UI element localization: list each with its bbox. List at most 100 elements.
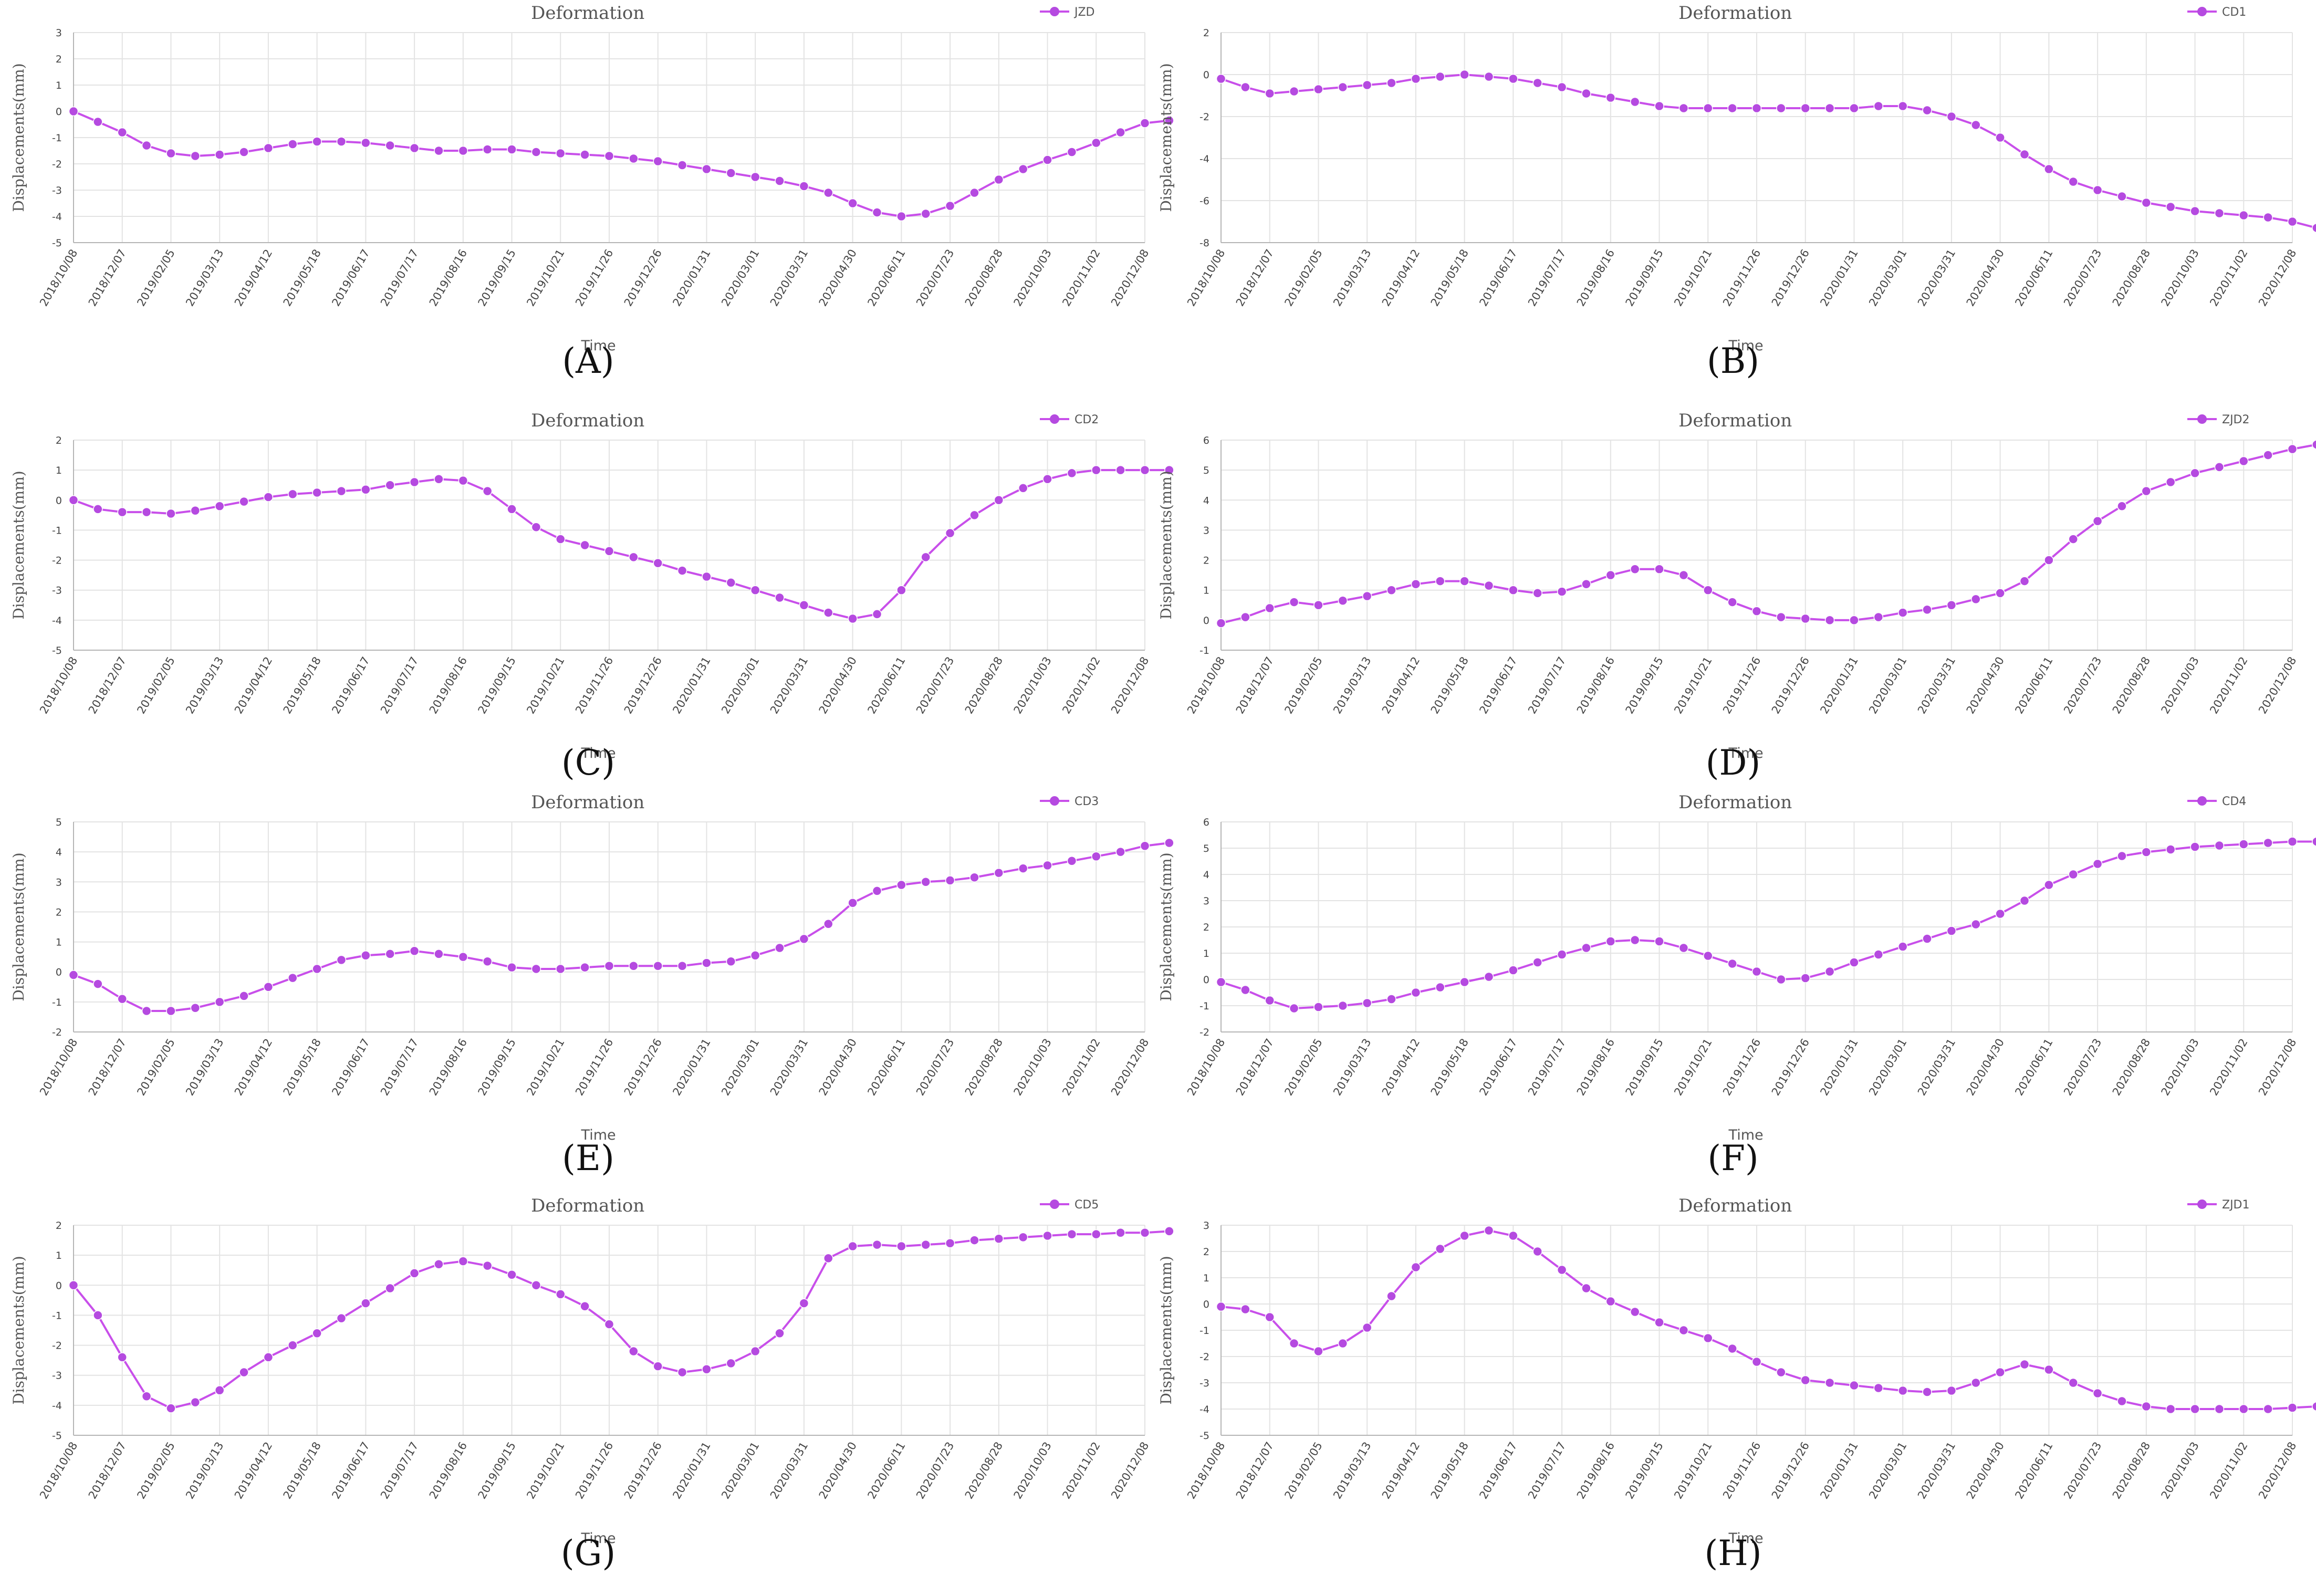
data-point bbox=[263, 143, 274, 153]
x-tick-label: 2019/11/26 bbox=[573, 655, 615, 716]
data-point bbox=[653, 1361, 663, 1371]
data-point bbox=[823, 919, 833, 929]
data-point bbox=[1849, 957, 1859, 967]
data-point bbox=[677, 160, 687, 170]
data-point bbox=[2287, 444, 2298, 454]
y-tick-label: -6 bbox=[1199, 195, 1209, 207]
x-tick-label: 2019/09/15 bbox=[1623, 1440, 1666, 1501]
data-point bbox=[1411, 579, 1421, 589]
data-point bbox=[1995, 909, 2005, 919]
x-tick-label: 2019/07/17 bbox=[1526, 655, 1568, 716]
data-point bbox=[1091, 138, 1101, 148]
y-tick-label: 0 bbox=[56, 1280, 62, 1291]
data-point bbox=[1995, 1367, 2005, 1378]
y-tick-label: -3 bbox=[52, 185, 62, 196]
panel-label: (F) bbox=[1707, 1138, 1758, 1178]
x-axis-label: Time bbox=[581, 1530, 616, 1547]
y-tick-label: 0 bbox=[56, 495, 62, 506]
y-tick-label: 3 bbox=[56, 877, 62, 888]
x-tick-label: 2019/02/05 bbox=[134, 655, 177, 716]
data-point bbox=[1164, 116, 1174, 126]
legend-label: ZJD1 bbox=[2222, 1198, 2250, 1212]
x-tick-label: 2020/12/08 bbox=[1109, 1440, 1151, 1501]
data-point bbox=[1849, 1380, 1859, 1391]
data-point bbox=[1289, 597, 1299, 607]
x-tick-label: 2020/12/08 bbox=[2256, 1037, 2299, 1098]
x-tick-label: 2019/02/05 bbox=[1282, 655, 1324, 716]
y-tick-label: -1 bbox=[1199, 1325, 1209, 1337]
data-point bbox=[2117, 191, 2127, 202]
data-point bbox=[1362, 591, 1372, 601]
data-point bbox=[2190, 1404, 2200, 1414]
chart-title: Deformation bbox=[531, 3, 644, 24]
data-point bbox=[2092, 516, 2103, 526]
x-tick-label: 2019/10/21 bbox=[524, 655, 567, 716]
data-point bbox=[1800, 973, 1810, 983]
data-point bbox=[190, 506, 201, 516]
x-tick-label: 2019/06/17 bbox=[1477, 1037, 1519, 1098]
x-tick-label: 2019/09/15 bbox=[476, 655, 518, 716]
data-point bbox=[1922, 1387, 1932, 1397]
data-point bbox=[1824, 1378, 1835, 1388]
data-point bbox=[2214, 840, 2225, 851]
x-axis-label: Time bbox=[581, 338, 616, 354]
y-tick-label: -5 bbox=[1199, 1430, 1209, 1442]
data-point bbox=[1411, 74, 1421, 84]
x-tick-label: 2019/05/18 bbox=[1428, 247, 1471, 309]
x-tick-label: 2018/12/07 bbox=[1234, 247, 1276, 309]
y-axis-label: Displacements(mm) bbox=[10, 63, 27, 212]
x-tick-label: 2018/12/07 bbox=[1234, 655, 1276, 716]
x-tick-label: 2020/12/08 bbox=[1109, 247, 1151, 309]
data-point bbox=[507, 1270, 517, 1280]
x-tick-label: 2019/05/18 bbox=[1428, 655, 1471, 716]
data-point bbox=[1435, 576, 1445, 586]
data-point bbox=[1018, 863, 1028, 873]
x-tick-label: 2020/08/28 bbox=[2110, 655, 2153, 716]
y-tick-label: -8 bbox=[1199, 237, 1209, 249]
data-point bbox=[2044, 164, 2054, 174]
data-point bbox=[361, 138, 371, 148]
x-tick-label: 2019/03/13 bbox=[1331, 1440, 1373, 1501]
y-tick-label: 1 bbox=[1203, 1272, 1209, 1284]
chart-title: Deformation bbox=[1678, 3, 1792, 24]
data-point bbox=[1897, 1385, 1908, 1396]
data-point bbox=[2239, 210, 2249, 221]
data-point bbox=[117, 507, 127, 517]
data-point bbox=[1240, 985, 1250, 995]
data-point bbox=[1727, 1343, 1737, 1354]
x-tick-label: 2020/03/01 bbox=[719, 1440, 761, 1501]
x-tick-label: 2019/03/13 bbox=[183, 1037, 226, 1098]
data-point bbox=[726, 168, 736, 178]
data-point bbox=[531, 147, 541, 157]
data-point bbox=[1678, 1325, 1689, 1336]
data-point bbox=[336, 137, 347, 147]
data-point bbox=[556, 534, 566, 544]
data-point bbox=[385, 480, 395, 490]
y-tick-label: 2 bbox=[1203, 922, 1209, 933]
x-tick-label: 2019/08/16 bbox=[1574, 655, 1617, 716]
data-point bbox=[1532, 588, 1542, 598]
x-tick-label: 2020/07/23 bbox=[2061, 1440, 2104, 1501]
data-point bbox=[1922, 105, 1932, 116]
data-point bbox=[1508, 1230, 1518, 1241]
data-point bbox=[896, 211, 906, 222]
data-point bbox=[1824, 966, 1835, 977]
y-tick-label: 4 bbox=[1203, 495, 1209, 506]
data-point bbox=[1018, 164, 1028, 174]
x-tick-label: 2019/04/12 bbox=[1380, 1037, 1422, 1098]
x-tick-label: 2019/02/05 bbox=[134, 1440, 177, 1501]
x-tick-label: 2019/12/26 bbox=[622, 1037, 664, 1098]
x-tick-label: 2020/10/03 bbox=[2159, 1037, 2202, 1098]
data-point bbox=[141, 1006, 152, 1016]
x-tick-label: 2020/08/28 bbox=[963, 1037, 1005, 1098]
y-tick-label: 2 bbox=[56, 54, 62, 65]
data-point bbox=[1313, 84, 1323, 95]
x-tick-label: 2019/10/21 bbox=[524, 1440, 567, 1501]
data-point bbox=[1581, 579, 1591, 589]
data-point bbox=[580, 150, 590, 160]
y-tick-label: 5 bbox=[1203, 465, 1209, 476]
data-point bbox=[2263, 450, 2273, 460]
data-point bbox=[288, 489, 298, 499]
x-tick-label: 2020/03/31 bbox=[768, 655, 810, 716]
data-point bbox=[2165, 477, 2176, 487]
